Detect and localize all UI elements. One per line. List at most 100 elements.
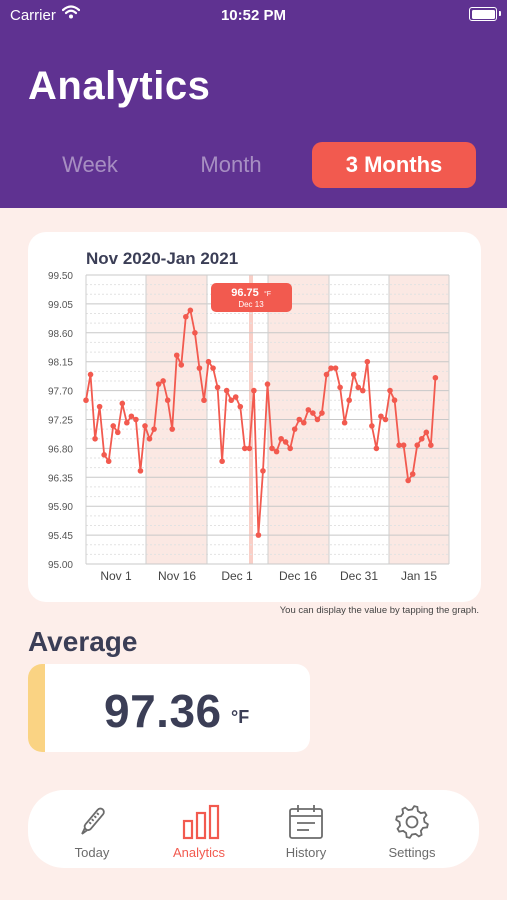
data-point[interactable] [414, 442, 421, 448]
data-point[interactable] [205, 358, 212, 365]
nav-analytics[interactable]: Analytics [149, 790, 249, 868]
tab-month[interactable]: Month [200, 152, 262, 177]
nav-settings[interactable]: Settings [362, 790, 462, 868]
data-point[interactable] [428, 442, 434, 448]
nav-today[interactable]: Today [42, 790, 142, 868]
tab-week[interactable]: Week [62, 152, 118, 177]
data-point[interactable] [287, 445, 293, 452]
data-point[interactable] [151, 426, 157, 432]
data-point[interactable] [183, 313, 189, 320]
data-point[interactable] [232, 394, 239, 400]
data-point[interactable] [273, 448, 280, 455]
data-point[interactable] [201, 397, 207, 404]
data-point[interactable] [223, 387, 230, 394]
data-point[interactable] [319, 410, 325, 416]
data-point[interactable] [173, 352, 180, 359]
data-point[interactable] [92, 435, 98, 442]
data-point[interactable] [214, 384, 221, 391]
data-point[interactable] [96, 403, 103, 410]
data-point[interactable] [387, 387, 393, 394]
data-point[interactable] [314, 416, 321, 423]
data-point[interactable] [146, 435, 153, 442]
data-point[interactable] [133, 416, 139, 423]
data-point[interactable] [237, 403, 244, 410]
tab-3-months[interactable]: 3 Months [312, 142, 476, 188]
data-point[interactable] [114, 429, 121, 436]
data-point[interactable] [251, 387, 257, 394]
data-point[interactable] [359, 387, 366, 394]
temperature-chart[interactable]: 99.50 99.05 98.60 98.15 97.70 97.25 96.80 96.35… [28, 232, 481, 602]
tab-bar: Today Analytics History [28, 790, 479, 868]
data-point[interactable] [101, 452, 107, 458]
data-point[interactable] [346, 397, 352, 404]
data-point[interactable] [305, 407, 312, 413]
data-point[interactable] [110, 423, 117, 429]
data-point[interactable] [269, 445, 275, 452]
data-point[interactable] [164, 397, 171, 404]
data-point[interactable] [155, 381, 162, 387]
data-point[interactable] [142, 423, 148, 429]
data-point[interactable] [391, 397, 398, 404]
data-point[interactable] [382, 416, 389, 423]
data-point[interactable] [210, 365, 216, 371]
wifi-icon [62, 5, 80, 19]
data-point[interactable] [160, 378, 166, 384]
data-point[interactable] [432, 374, 439, 381]
average-accent-bar [28, 664, 45, 752]
status-time: 10:52 PM [220, 7, 287, 24]
series-line [85, 309, 437, 536]
data-point[interactable] [396, 442, 402, 448]
data-point[interactable] [350, 371, 357, 378]
data-point[interactable] [228, 397, 234, 404]
carrier-label: Carrier [10, 7, 56, 24]
data-point[interactable] [332, 365, 339, 371]
data-point[interactable] [418, 435, 425, 442]
data-point[interactable] [328, 365, 334, 371]
average-unit: °F [231, 707, 250, 727]
data-point[interactable] [260, 468, 266, 474]
nav-history[interactable]: History [256, 790, 356, 868]
data-point[interactable] [242, 445, 248, 452]
data-point[interactable] [310, 410, 316, 416]
data-point[interactable] [355, 384, 362, 391]
y-tick-label: 97.25 [48, 416, 73, 427]
data-point[interactable] [278, 435, 284, 442]
data-point[interactable] [119, 400, 126, 407]
calendar-icon [289, 805, 323, 839]
data-point[interactable] [341, 419, 348, 426]
x-tick-label: Jan 15 [401, 569, 437, 583]
header: Carrier 10:52 PM Analytics [0, 0, 507, 208]
data-point[interactable] [87, 371, 94, 378]
data-point[interactable] [323, 371, 330, 378]
data-point[interactable] [291, 426, 298, 432]
data-point[interactable] [105, 458, 112, 465]
data-point[interactable] [364, 358, 371, 365]
data-point[interactable] [124, 419, 130, 426]
data-point[interactable] [409, 471, 416, 477]
data-point[interactable] [128, 413, 135, 420]
data-point[interactable] [169, 426, 176, 432]
data-point[interactable] [282, 439, 289, 445]
data-point[interactable] [373, 445, 380, 452]
data-point[interactable] [264, 381, 271, 387]
data-point[interactable] [255, 532, 262, 538]
data-point[interactable] [137, 468, 144, 474]
data-point[interactable] [192, 330, 198, 336]
x-tick-label: Dec 16 [279, 569, 317, 583]
data-point[interactable] [369, 423, 375, 429]
data-point[interactable] [219, 458, 225, 465]
data-point[interactable] [400, 442, 407, 448]
tooltip-unit: °F [264, 290, 271, 298]
data-point[interactable] [178, 362, 185, 368]
data-point[interactable] [246, 445, 253, 452]
data-point[interactable] [423, 429, 430, 436]
data-point[interactable] [337, 384, 343, 391]
data-point[interactable] [196, 365, 203, 371]
data-point[interactable] [301, 419, 307, 426]
y-tick-label: 95.90 [48, 502, 73, 513]
data-point[interactable] [83, 397, 89, 404]
data-point[interactable] [405, 477, 411, 484]
data-point[interactable] [187, 307, 194, 314]
data-point[interactable] [378, 413, 384, 420]
data-point[interactable] [296, 416, 303, 423]
